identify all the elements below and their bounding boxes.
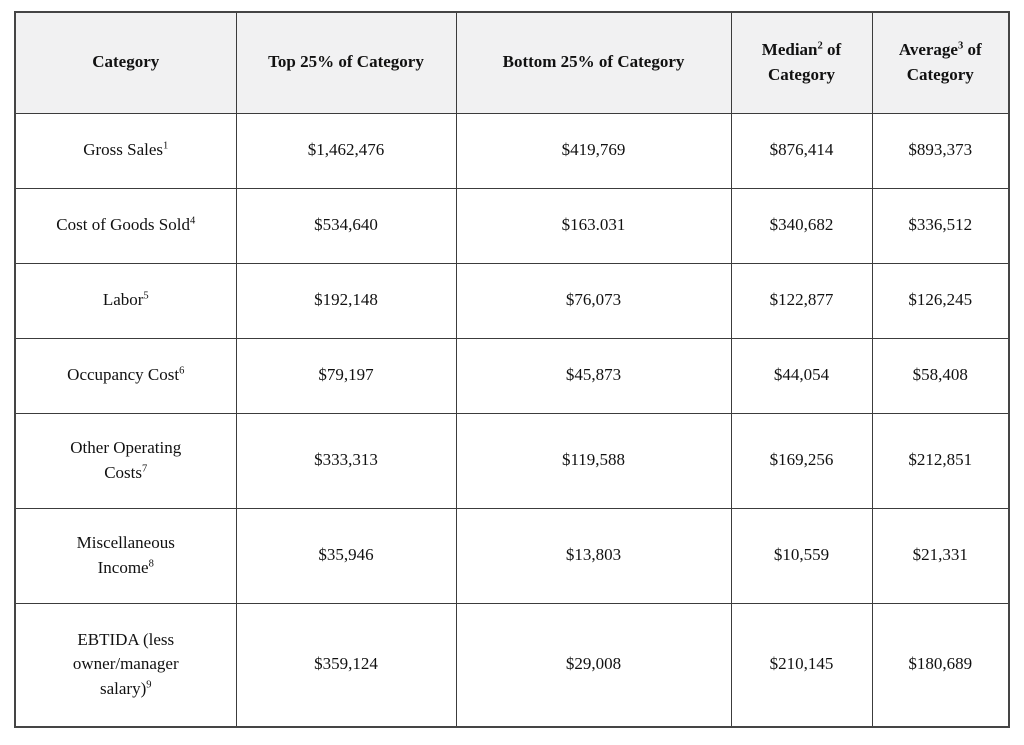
table-row-ebtida: EBTIDA (less owner/manager salary)9 $359… [14, 602, 1010, 728]
value-cell-top25: $1,462,476 [235, 112, 457, 189]
footnote-sup: 8 [148, 557, 154, 569]
value-cell-bottom25: $45,873 [455, 337, 732, 414]
value-cell-bottom25: $119,588 [455, 412, 732, 509]
value-cell-bottom25: $29,008 [455, 602, 732, 728]
value-cell-average: $126,245 [871, 262, 1010, 339]
category-financials-table: Category Top 25% of Category Bottom 25% … [14, 11, 1010, 728]
category-label: Gross Sales [83, 140, 164, 160]
value-cell-average: $893,373 [871, 112, 1010, 189]
value-cell-median: $169,256 [730, 412, 873, 509]
header-cell-average: Average3 of Category [871, 11, 1010, 114]
value-cell-top25: $35,946 [235, 507, 457, 604]
header-footnote-sup: 3 [957, 40, 964, 52]
category-cell: Gross Sales1 [14, 112, 237, 189]
footnote-sup: 9 [146, 679, 152, 691]
footnote-sup: 1 [163, 140, 169, 152]
table-row-other-operating-costs: Other Operating Costs7 $333,313 $119,588… [14, 412, 1010, 509]
value-cell-median: $340,682 [730, 187, 873, 264]
table-body: Gross Sales1 $1,462,476 $419,769 $876,41… [14, 112, 1010, 728]
value-cell-top25: $192,148 [235, 262, 457, 339]
value-cell-average: $21,331 [871, 507, 1010, 604]
value-cell-median: $10,559 [730, 507, 873, 604]
value-cell-median: $44,054 [730, 337, 873, 414]
value-cell-average: $336,512 [871, 187, 1010, 264]
table-header: Category Top 25% of Category Bottom 25% … [14, 11, 1010, 114]
category-cell: Cost of Goods Sold4 [14, 187, 237, 264]
table-row-cogs: Cost of Goods Sold4 $534,640 $163.031 $3… [14, 187, 1010, 264]
category-cell: Other Operating Costs7 [14, 412, 237, 509]
footnote-sup: 7 [142, 462, 148, 474]
value-cell-median: $122,877 [730, 262, 873, 339]
value-cell-bottom25: $13,803 [455, 507, 732, 604]
header-footnote-sup: 2 [817, 40, 823, 52]
value-cell-average: $58,408 [871, 337, 1010, 414]
value-cell-top25: $79,197 [235, 337, 457, 414]
header-label-cont: of Category [767, 40, 842, 84]
value-cell-top25: $359,124 [235, 602, 457, 728]
value-cell-top25: $333,313 [235, 412, 457, 509]
table-row-miscellaneous-income: Miscellaneous Income8 $35,946 $13,803 $1… [14, 507, 1010, 604]
category-label: Occupancy Cost [67, 365, 180, 385]
category-label: Other Operating Costs [70, 437, 182, 482]
category-label: Labor [102, 290, 144, 310]
value-cell-median: $210,145 [730, 602, 873, 728]
header-cell-bottom25: Bottom 25% of Category [455, 11, 732, 114]
header-label: Average [898, 40, 958, 60]
header-label: Bottom 25% of Category [502, 52, 685, 72]
table-row-labor: Labor5 $192,148 $76,073 $122,877 $126,24… [14, 262, 1010, 339]
header-row: Category Top 25% of Category Bottom 25% … [14, 11, 1010, 114]
category-cell: Labor5 [14, 262, 237, 339]
footnote-sup: 6 [179, 365, 185, 377]
table-row-occupancy-cost: Occupancy Cost6 $79,197 $45,873 $44,054 … [14, 337, 1010, 414]
footnote-sup: 4 [189, 215, 196, 227]
value-cell-bottom25: $419,769 [455, 112, 732, 189]
category-label: EBTIDA (less owner/manager salary) [72, 629, 179, 699]
footnote-sup: 5 [143, 290, 149, 302]
header-cell-top25: Top 25% of Category [235, 11, 457, 114]
table-row-gross-sales: Gross Sales1 $1,462,476 $419,769 $876,41… [14, 112, 1010, 189]
header-label: Median [761, 40, 818, 60]
value-cell-average: $212,851 [871, 412, 1010, 509]
header-label-cont: of Category [906, 40, 982, 84]
category-label: Cost of Goods Sold [56, 215, 190, 235]
header-label: Top 25% of Category [268, 52, 424, 72]
header-cell-median: Median2 of Category [730, 11, 873, 114]
value-cell-bottom25: $163.031 [455, 187, 732, 264]
header-label: Category [92, 52, 160, 72]
value-cell-bottom25: $76,073 [455, 262, 732, 339]
value-cell-top25: $534,640 [235, 187, 457, 264]
category-label: Miscellaneous Income [76, 532, 175, 577]
value-cell-median: $876,414 [730, 112, 873, 189]
category-cell: Occupancy Cost6 [14, 337, 237, 414]
header-cell-category: Category [14, 11, 237, 114]
category-cell: Miscellaneous Income8 [14, 507, 237, 604]
category-cell: EBTIDA (less owner/manager salary)9 [14, 602, 237, 728]
value-cell-average: $180,689 [871, 602, 1010, 728]
